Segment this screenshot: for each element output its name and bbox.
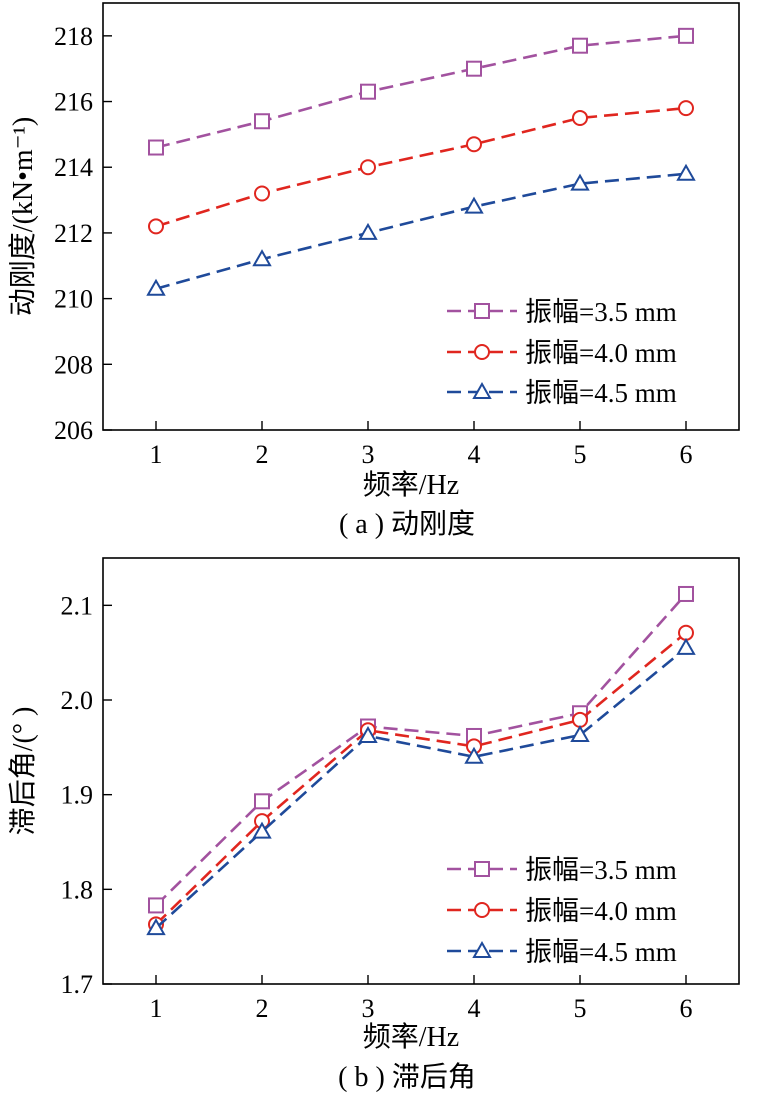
data-point-series-3: [358, 222, 378, 240]
data-point-series-1: [254, 793, 270, 810]
chart-dynamic-stiffness: 206 208 210 212 214 216 218 1 2 3 4 5 6 频率/Hz 动刚度/(kN•…: [7, 2, 740, 540]
data-point-series-3: [252, 821, 272, 839]
x-tick-label: 6: [680, 994, 693, 1023]
y-tick-label: 214: [54, 153, 93, 182]
y-tick-label: 216: [54, 88, 93, 117]
data-point-series-1: [466, 60, 482, 77]
x-tick-label: 2: [256, 440, 269, 469]
figure-caption: ( b ) 滞后角: [338, 1061, 476, 1093]
x-tick-label: 1: [150, 994, 163, 1023]
y-tick-label: 206: [54, 416, 93, 445]
data-point-series-1: [148, 139, 164, 156]
data-point-series-2: [148, 218, 164, 235]
x-tick-label: 2: [256, 994, 269, 1023]
data-point-series-1: [360, 83, 376, 100]
y-tick-label: 2.1: [61, 591, 94, 620]
x-tick-label: 3: [362, 994, 375, 1023]
data-point-series-3: [570, 725, 590, 743]
data-point-series-3: [676, 637, 696, 655]
legend-marker-2: [474, 902, 490, 918]
y-tick-label: 1.7: [61, 970, 94, 999]
data-point-series-1: [678, 27, 694, 44]
series-line-2: [155, 106, 687, 228]
figure-caption: ( a ) 动刚度: [339, 508, 475, 540]
data-point-series-2: [254, 185, 270, 202]
legend-label-1: 振幅=3.5 mm: [525, 855, 677, 885]
data-point-series-1: [254, 113, 270, 130]
series-line-2: [155, 631, 687, 926]
data-point-series-3: [146, 918, 166, 936]
data-point-series-3: [358, 725, 378, 743]
data-point-series-3: [146, 278, 166, 296]
legend-label-2: 振幅=4.0 mm: [525, 896, 677, 926]
legend-marker-2: [474, 344, 490, 360]
y-tick-label: 1.9: [61, 781, 94, 810]
data-point-series-3: [252, 249, 272, 267]
data-point-series-2: [678, 624, 694, 641]
data-point-series-2: [678, 100, 694, 117]
legend-marker-3: [472, 381, 492, 399]
y-tick-label: 218: [54, 22, 93, 51]
x-tick-label: 5: [574, 994, 587, 1023]
chart-lag-angle: 1.7 1.8 1.9 2.0 2.1 1 2 3 4 5 6 频率/Hz 滞后角/(° ) ( b ) …: [7, 557, 740, 1093]
y-tick-label: 208: [54, 350, 93, 379]
legend-label-1: 振幅=3.5 mm: [525, 297, 677, 327]
legend-label-3: 振幅=4.5 mm: [525, 378, 677, 408]
series-line-1: [155, 34, 687, 149]
series-line-3: [155, 646, 687, 930]
plot-frame: [102, 2, 740, 431]
x-axis-label: 频率/Hz: [363, 1021, 459, 1053]
y-tick-label: 2.0: [61, 686, 94, 715]
data-point-series-3: [676, 163, 696, 181]
data-point-series-3: [464, 746, 484, 764]
y-tick-label: 212: [54, 219, 93, 248]
legend-marker-3: [472, 940, 492, 958]
x-axis-label: 频率/Hz: [363, 469, 459, 501]
x-tick-label: 5: [574, 440, 587, 469]
x-tick-label: 4: [468, 440, 481, 469]
data-point-series-2: [466, 136, 482, 153]
y-axis-label: 滞后角/(° ): [7, 707, 39, 836]
legend-label-2: 振幅=4.0 mm: [525, 338, 677, 368]
series-line-3: [155, 172, 687, 291]
y-tick-label: 1.8: [61, 875, 94, 904]
data-point-series-1: [572, 37, 588, 54]
legend-label-3: 振幅=4.5 mm: [525, 937, 677, 967]
data-point-series-2: [572, 711, 588, 728]
plot-frame: [102, 557, 740, 985]
x-tick-label: 1: [150, 440, 163, 469]
x-tick-label: 6: [680, 440, 693, 469]
data-point-series-1: [678, 585, 694, 602]
legend-marker-1: [474, 861, 490, 877]
y-tick-label: 210: [54, 285, 93, 314]
data-point-series-2: [572, 109, 588, 126]
data-point-series-3: [464, 196, 484, 214]
data-point-series-3: [570, 173, 590, 191]
legend-marker-1: [474, 303, 490, 319]
x-tick-label: 3: [362, 440, 375, 469]
data-point-series-1: [148, 897, 164, 914]
data-point-series-2: [360, 159, 376, 176]
y-axis-label: 动刚度/(kN•m⁻¹): [7, 117, 39, 316]
x-tick-label: 4: [468, 994, 481, 1023]
